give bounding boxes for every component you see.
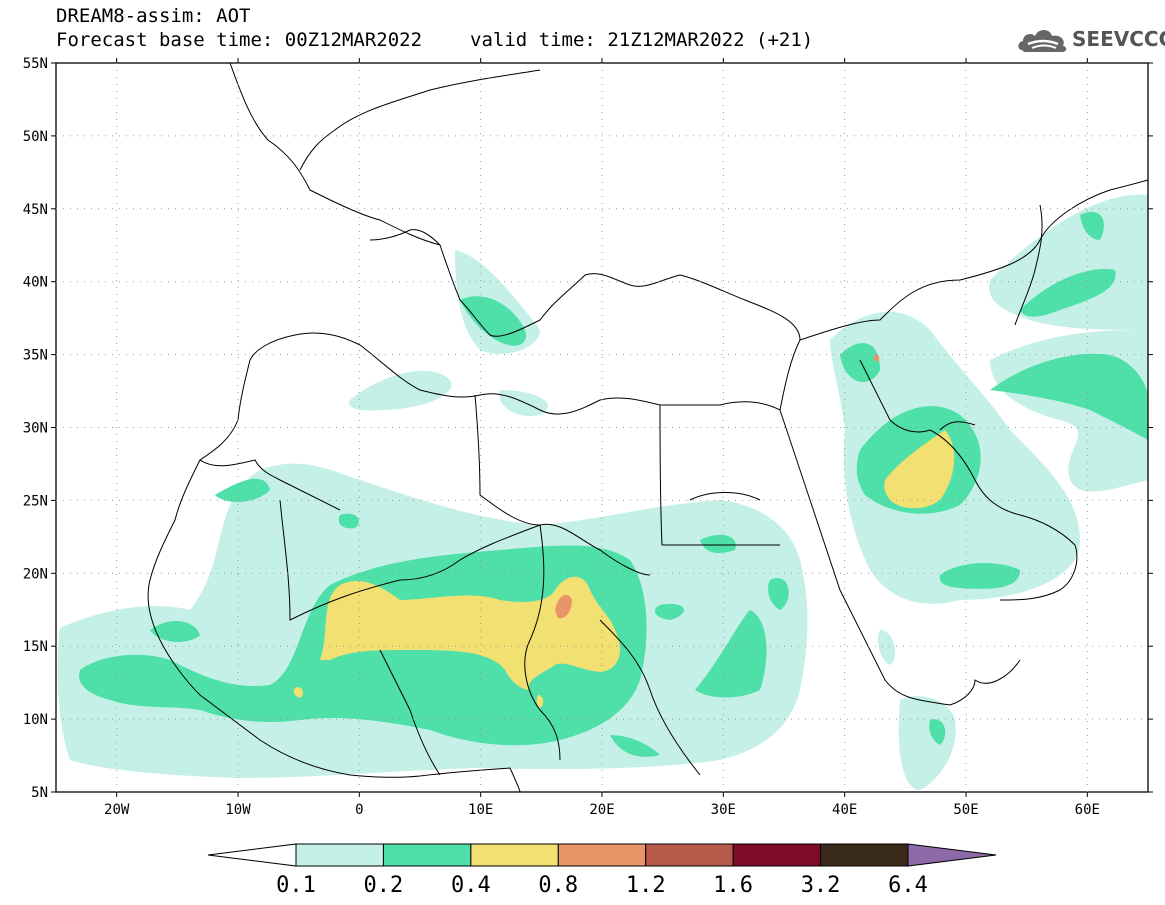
lon-tick-label: 40E <box>832 802 857 818</box>
colorbar-label: 0.2 <box>364 873 404 898</box>
seevccc-logo: SEEVCCC <box>1016 24 1165 56</box>
colorbar-box <box>470 843 559 867</box>
map-title: DREAM8-assim: AOT <box>56 5 251 27</box>
forecast-times: Forecast base time: 00Z12MAR2022 valid ti… <box>56 30 813 50</box>
lat-tick-label: 30N <box>23 421 48 437</box>
longitude-axis: 20W 10W 0 10E 20E 30E 40E 50E 60E <box>104 58 1100 818</box>
lat-tick-label: 20N <box>23 566 48 582</box>
logo-text: SEEVCCC <box>1072 27 1165 51</box>
lon-tick-label: 10W <box>225 802 251 818</box>
colorbar-box <box>382 843 472 867</box>
lat-tick-label: 55N <box>23 56 48 72</box>
aot-field <box>57 194 1148 790</box>
lat-tick-label: 45N <box>23 202 48 218</box>
colorbar-box <box>295 843 384 867</box>
coastlines <box>147 63 1148 792</box>
latitude-axis: 55N 50N 45N 40N 35N 30N 25N 20N 15N 10N 5N <box>23 56 1153 801</box>
lon-tick-label: 10E <box>468 802 493 818</box>
colorbar-label: 0.4 <box>451 873 491 898</box>
colorbar-label: 0.8 <box>538 873 578 898</box>
colorbar-box <box>820 843 909 867</box>
colorbar-label: 6.4 <box>888 873 928 898</box>
lat-tick-label: 25N <box>23 493 48 509</box>
colorbar-label: 1.2 <box>626 873 666 898</box>
colorbar-label: 0.1 <box>276 873 316 898</box>
lat-tick-label: 40N <box>23 275 48 291</box>
lat-tick-label: 35N <box>23 348 48 364</box>
lon-tick-label: 30E <box>711 802 736 818</box>
lon-tick-label: 50E <box>953 802 978 818</box>
colorbar-over-triangle <box>907 843 997 867</box>
cloud-icon <box>1018 30 1067 52</box>
colorbar-under-triangle <box>207 843 297 867</box>
colorbar-box <box>645 843 734 867</box>
colorbar: 0.1 0.2 0.4 0.8 1.2 1.6 3.2 6.4 <box>207 843 997 898</box>
lon-tick-label: 60E <box>1075 802 1100 818</box>
valid-time: valid time: 21Z12MAR2022 (+21) <box>470 29 814 51</box>
lat-tick-label: 15N <box>23 639 48 655</box>
colorbar-label: 1.6 <box>713 873 753 898</box>
colorbar-box <box>732 843 822 867</box>
base-time: Forecast base time: 00Z12MAR2022 <box>56 29 423 51</box>
lat-tick-label: 50N <box>23 129 48 145</box>
lon-tick-label: 0 <box>355 802 363 818</box>
colorbar-label: 3.2 <box>801 873 841 898</box>
lat-tick-label: 10N <box>23 712 48 728</box>
graticule <box>56 63 1148 792</box>
lat-tick-label: 5N <box>31 785 48 801</box>
lon-tick-label: 20E <box>589 802 614 818</box>
lon-tick-label: 20W <box>104 802 130 818</box>
colorbar-box <box>557 843 647 867</box>
